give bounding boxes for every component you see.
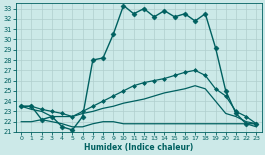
X-axis label: Humidex (Indice chaleur): Humidex (Indice chaleur): [84, 143, 193, 152]
